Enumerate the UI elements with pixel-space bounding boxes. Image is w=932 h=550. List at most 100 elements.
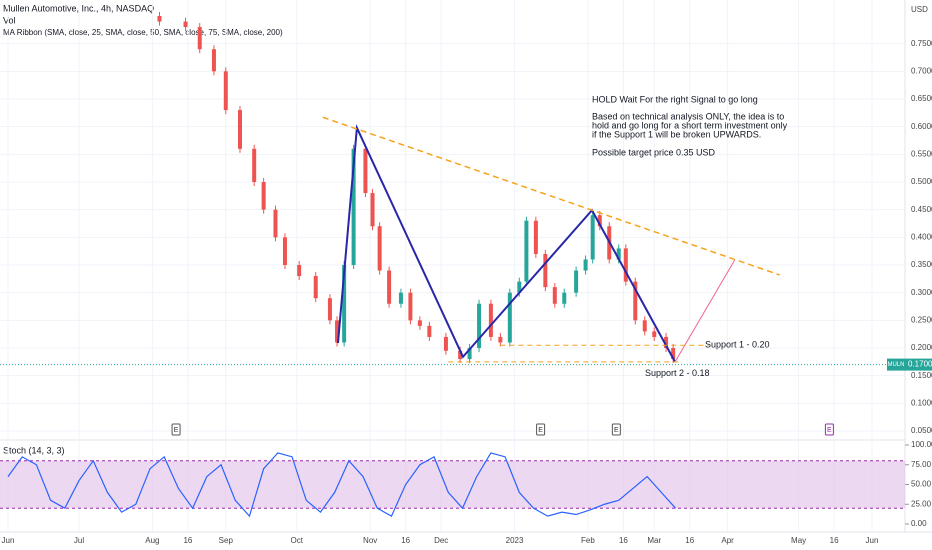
note-line: hold and go long for a short term invest… bbox=[592, 120, 788, 130]
candle-body bbox=[633, 281, 638, 321]
time-tick-label: 16 bbox=[183, 536, 192, 545]
candle-body bbox=[157, 16, 162, 22]
stoch-tick-label: 75.00 bbox=[911, 460, 932, 469]
stoch-tick-label: 50.00 bbox=[911, 480, 932, 489]
candle-body bbox=[327, 298, 332, 321]
candle-body bbox=[223, 71, 228, 111]
time-tick-label: Mar bbox=[647, 536, 661, 545]
candle-body bbox=[533, 220, 538, 254]
event-badge bbox=[611, 423, 621, 436]
candle-body bbox=[183, 21, 188, 28]
event-label: E bbox=[538, 427, 543, 434]
event-badge bbox=[171, 423, 181, 436]
candle-body bbox=[543, 253, 548, 288]
candle-body bbox=[408, 292, 413, 321]
note-line: Based on technical analysis ONLY, the id… bbox=[592, 111, 784, 121]
volume-label: Vol bbox=[3, 15, 16, 25]
support-label: Support 2 - 0.18 bbox=[645, 368, 710, 378]
pattern-line bbox=[336, 123, 676, 363]
last-price-tag bbox=[905, 358, 932, 371]
candle-body bbox=[261, 182, 266, 210]
candle-body bbox=[507, 292, 512, 343]
candle-body bbox=[562, 292, 567, 304]
stoch-label: Stoch (14, 3, 3) bbox=[3, 445, 65, 455]
time-tick-label: Apr bbox=[721, 536, 734, 545]
event-badge bbox=[824, 423, 834, 436]
time-tick-label: Jun bbox=[2, 536, 15, 545]
candle-body bbox=[517, 281, 522, 293]
candle-body bbox=[282, 237, 287, 265]
price-unit: USD bbox=[911, 5, 928, 14]
candle-body bbox=[427, 325, 432, 337]
candle-body bbox=[387, 270, 392, 304]
time-tick-label: May bbox=[791, 536, 806, 545]
candle-body bbox=[652, 331, 657, 337]
last-price-label: 0.1700 bbox=[908, 360, 932, 369]
candle-body bbox=[574, 270, 579, 293]
stoch-tick-label: 25.00 bbox=[911, 499, 932, 508]
candle-body bbox=[237, 110, 242, 149]
candle-body bbox=[597, 215, 602, 227]
resistance-line bbox=[322, 116, 780, 276]
candle-body bbox=[197, 27, 202, 50]
stoch-tick-label: 100.00 bbox=[911, 440, 932, 449]
support-label: Support 1 - 0.20 bbox=[705, 340, 770, 350]
candle-body bbox=[211, 49, 216, 72]
candle-body bbox=[252, 148, 257, 182]
stoch-band bbox=[0, 460, 905, 509]
candle-body bbox=[377, 226, 382, 271]
time-tick-label: 16 bbox=[619, 536, 628, 545]
candle-body bbox=[477, 303, 482, 348]
ma-ribbon-label: MA Ribbon (SMA, close, 25, SMA, close, 5… bbox=[3, 28, 283, 37]
candle-body bbox=[524, 220, 529, 282]
candle-body bbox=[552, 287, 557, 304]
candle-body bbox=[642, 320, 647, 332]
candle-body bbox=[488, 303, 493, 337]
candle-body bbox=[313, 276, 318, 299]
candle-body bbox=[297, 265, 302, 277]
event-badge bbox=[536, 423, 546, 436]
candle-body bbox=[616, 248, 621, 260]
time-tick-label: 2023 bbox=[506, 536, 524, 545]
time-tick-label: Dec bbox=[434, 536, 448, 545]
candle-body bbox=[398, 292, 403, 304]
price-tick-label: 0.0500 bbox=[911, 426, 932, 435]
candle-body bbox=[583, 259, 588, 271]
candle-body bbox=[443, 336, 448, 351]
candle-body bbox=[417, 320, 422, 326]
candle-body bbox=[351, 148, 356, 265]
event-label: E bbox=[827, 427, 832, 434]
candle-body bbox=[363, 148, 368, 194]
time-tick-label: 16 bbox=[830, 536, 839, 545]
note-line: if the Support 1 will be broken UPWARDS. bbox=[592, 129, 761, 139]
candle-body bbox=[335, 320, 340, 343]
time-tick-label: Oct bbox=[291, 536, 304, 545]
candle-body bbox=[671, 348, 676, 360]
candle-body bbox=[342, 265, 347, 343]
note-title: HOLD Wait For the right Signal to go lon… bbox=[592, 94, 758, 104]
candle-body bbox=[498, 336, 503, 343]
stoch-tick-label: 0.00 bbox=[911, 519, 927, 528]
candle-body bbox=[664, 336, 669, 348]
candle-body bbox=[467, 348, 472, 360]
stoch-k-line bbox=[7, 452, 676, 518]
time-tick-label: Nov bbox=[363, 536, 377, 545]
time-tick-label: Sep bbox=[219, 536, 234, 545]
note-target: Possible target price 0.35 USD bbox=[592, 147, 716, 157]
candle-body bbox=[623, 248, 628, 282]
time-tick-label: 16 bbox=[685, 536, 694, 545]
time-tick-label: Feb bbox=[581, 536, 595, 545]
